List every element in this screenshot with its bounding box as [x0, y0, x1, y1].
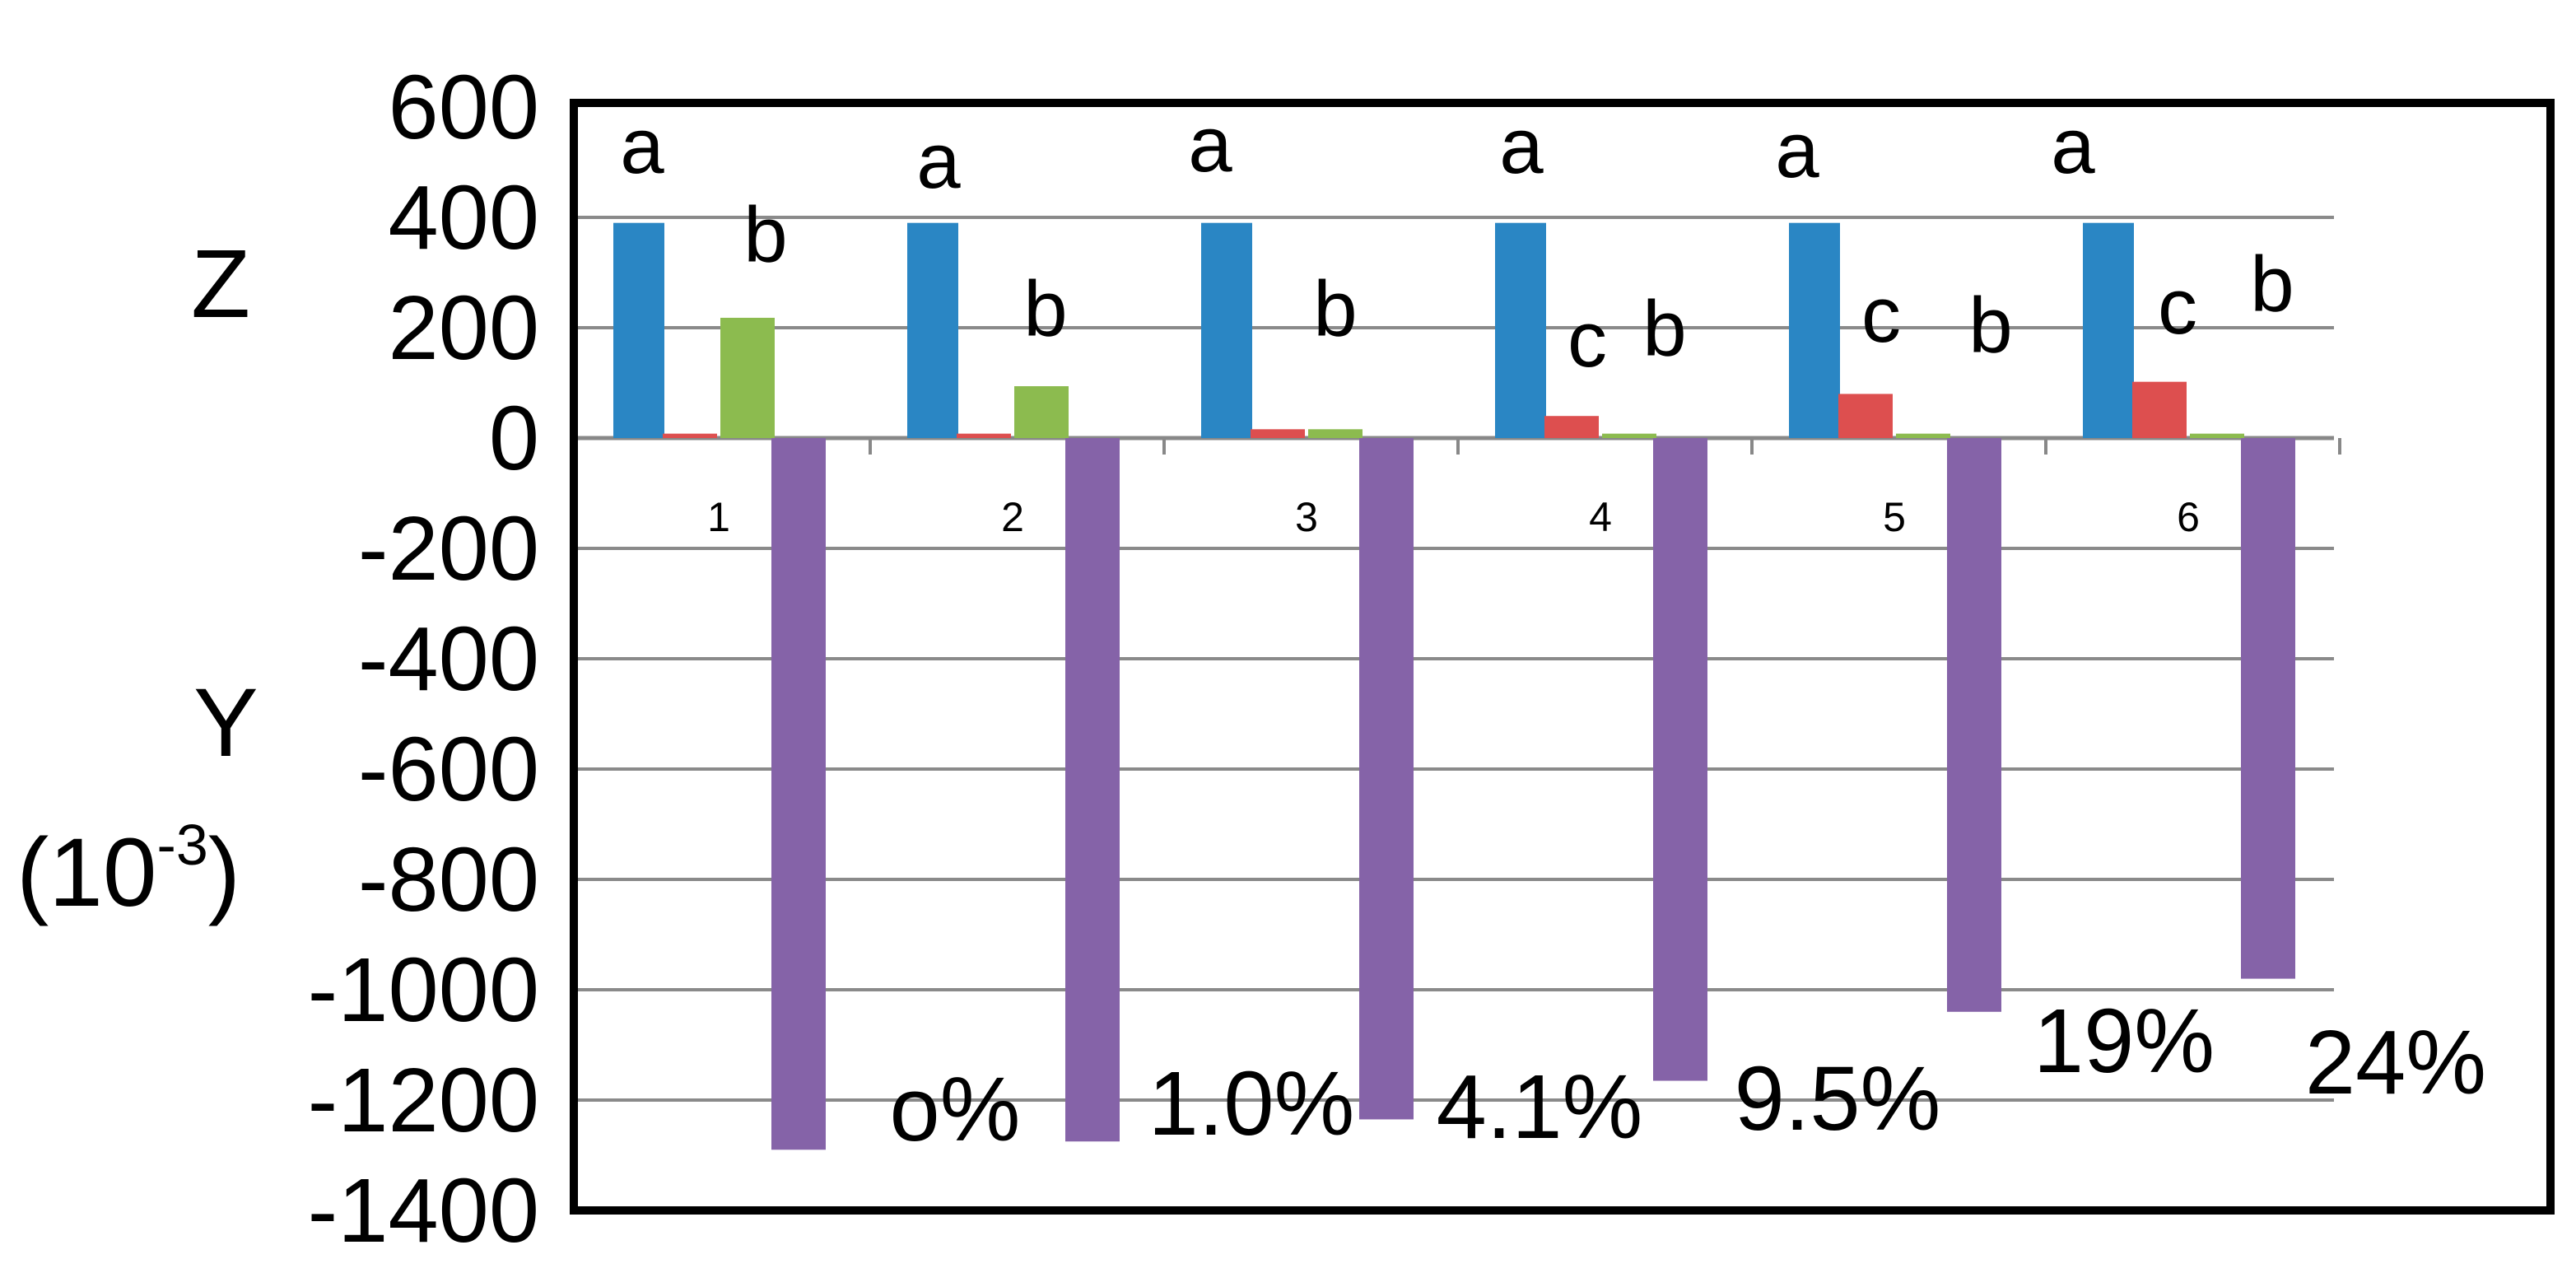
bar	[1544, 416, 1599, 438]
bar	[2083, 222, 2134, 438]
percent-annotation: 19%	[2033, 991, 2215, 1092]
bar	[1653, 438, 1707, 1081]
y-axis-unit: (10-3)	[16, 813, 240, 927]
y-tick-label: 600	[388, 57, 539, 158]
y-tick-label: -1400	[308, 1160, 539, 1261]
significance-letter: b	[2250, 240, 2294, 329]
y-tick-label: -1200	[308, 1050, 539, 1151]
y-tick-labels: 6004002000-200-400-600-800-1000-1200-140…	[308, 57, 539, 1261]
y-tick-label: -800	[358, 829, 539, 930]
x-tick-label: 2	[1001, 494, 1024, 540]
significance-letter: a	[2051, 102, 2095, 190]
percent-annotation: 9.5%	[1735, 1048, 1941, 1149]
bar	[1896, 433, 1950, 438]
bar	[663, 433, 717, 438]
x-tick-label: 3	[1295, 494, 1318, 540]
significance-letter: a	[916, 117, 961, 205]
significance-letter: a	[620, 102, 664, 190]
significance-letter: a	[1188, 100, 1232, 189]
y-tick-label: -400	[358, 609, 539, 710]
y-tick-label: -200	[358, 498, 539, 599]
significance-letter: b	[1642, 285, 1686, 373]
bar	[1014, 386, 1069, 438]
y-axis-unit-close: )	[208, 818, 240, 927]
significance-letter: b	[743, 191, 787, 279]
bar	[1789, 222, 1840, 438]
x-tick-label: 1	[707, 494, 730, 540]
significance-letters: a a a a a ac c cbb b b b b	[620, 100, 2294, 384]
bar	[1947, 438, 2001, 1012]
significance-letter: b	[1968, 282, 2012, 370]
grid-lines	[574, 216, 2334, 1102]
bar	[907, 222, 958, 438]
significance-letter: b	[1023, 265, 1067, 353]
x-axis: 1 2 3 4 5 6	[575, 438, 2341, 540]
bar	[2241, 438, 2295, 979]
bar	[1251, 429, 1305, 438]
significance-letter: b	[1313, 265, 1357, 353]
percent-annotation: 24%	[2305, 1012, 2486, 1113]
significance-letter: a	[1775, 106, 1819, 194]
bar	[1602, 433, 1656, 438]
y-tick-label: 400	[388, 167, 539, 268]
y-axis-label-z: Z	[191, 230, 250, 338]
y-tick-label: 200	[388, 277, 539, 379]
x-tick-label: 5	[1883, 494, 1906, 540]
percent-annotation: 4.1%	[1437, 1056, 1643, 1158]
y-tick-label: -600	[358, 719, 539, 820]
bars	[613, 222, 2295, 1150]
bar	[720, 317, 775, 438]
y-axis-unit-base: (10	[16, 818, 157, 927]
bar	[1495, 222, 1546, 438]
bar	[2132, 381, 2187, 438]
bar	[1359, 438, 1414, 1120]
y-axis-label-y: Y	[193, 669, 259, 777]
percent-annotations: o% 1.0% 4.1% 9.5% 19% 24%	[890, 991, 2487, 1160]
y-tick-label: 0	[489, 388, 539, 489]
y-tick-label: -1000	[308, 940, 539, 1041]
bar	[771, 438, 826, 1150]
x-tick-label: 6	[2177, 494, 2200, 540]
plot-frame	[570, 99, 2555, 1215]
bar	[2190, 433, 2244, 438]
percent-annotation: o%	[890, 1059, 1021, 1160]
significance-letter: c	[2158, 263, 2197, 351]
bar	[1201, 222, 1252, 438]
bar	[613, 222, 664, 438]
y-axis-unit-exponent: -3	[157, 813, 208, 877]
bar	[957, 433, 1011, 438]
bar	[1308, 429, 1363, 438]
significance-letter: c	[1567, 296, 1607, 384]
significance-letter: c	[1861, 271, 1901, 359]
percent-annotation: 1.0%	[1148, 1053, 1355, 1154]
x-tick-label: 4	[1589, 494, 1612, 540]
significance-letter: a	[1499, 102, 1544, 190]
bar	[1065, 438, 1120, 1142]
bar	[1838, 394, 1893, 438]
